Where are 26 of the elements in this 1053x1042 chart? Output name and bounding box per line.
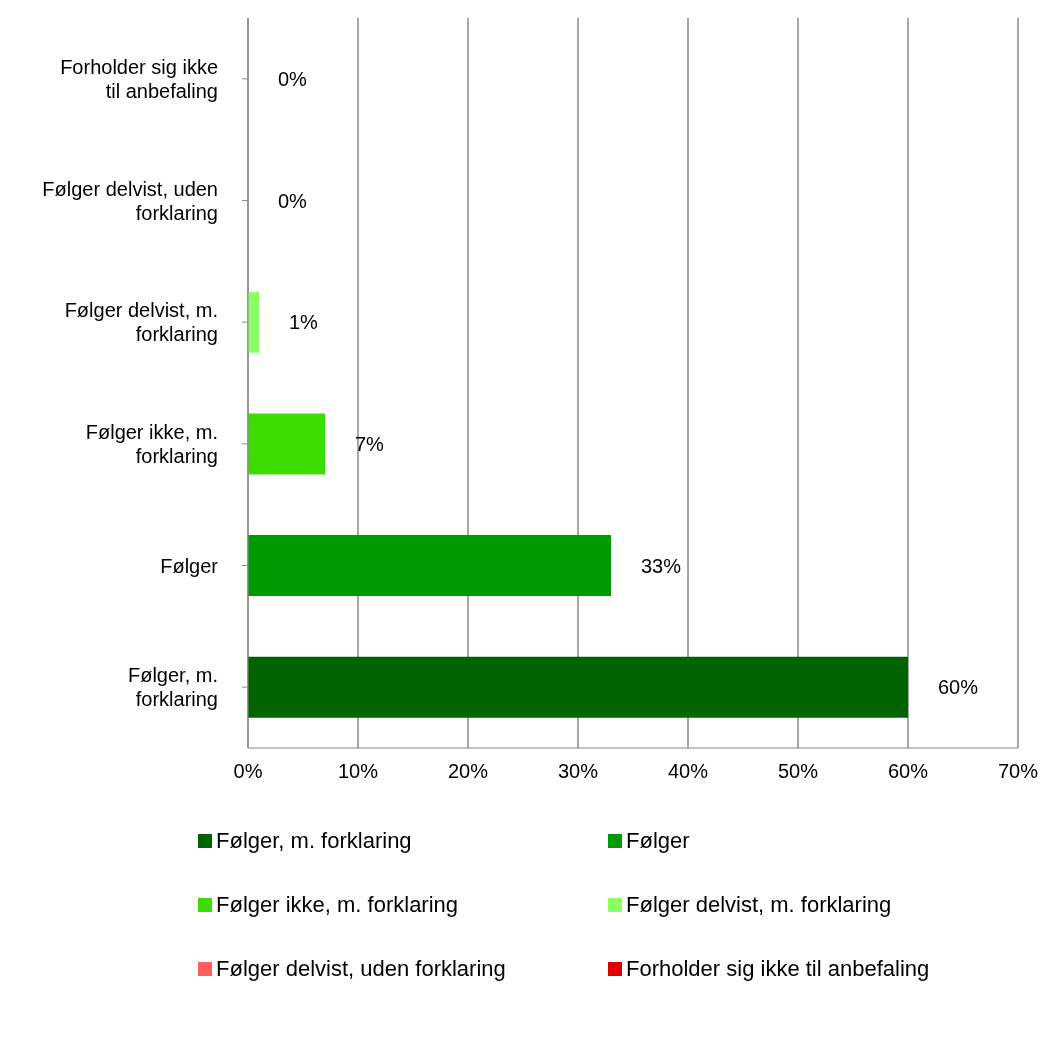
data-label: 0% <box>278 189 308 212</box>
x-tick-label: 0% <box>233 760 263 783</box>
legend-label: Følger ikke, m. forklaring <box>216 892 459 918</box>
x-tick-label: 40% <box>667 760 709 783</box>
y-tick-label: Følger <box>160 554 219 577</box>
data-label: 0% <box>278 67 308 90</box>
legend-label: Følger, m. forklaring <box>216 828 412 854</box>
y-tick-label: Følger, m. forklaring <box>127 664 218 711</box>
legend-label: Forholder sig ikke til anbefaling <box>626 956 930 982</box>
y-tick-label: Følger delvist, uden forklaring <box>42 177 218 224</box>
data-label: 7% <box>355 432 385 455</box>
x-tick-label: 10% <box>337 760 379 783</box>
y-tick-label: Følger ikke, m. forklaring <box>85 420 218 467</box>
data-label: 1% <box>289 311 319 334</box>
data-label: 33% <box>641 554 682 577</box>
y-tick-label: Følger delvist, m. forklaring <box>64 299 218 346</box>
x-tick-label: 30% <box>557 760 599 783</box>
legend-label: Følger delvist, m. forklaring <box>626 892 892 918</box>
x-tick-label: 70% <box>997 760 1039 783</box>
y-tick-label: Forholder sig ikke til anbefaling <box>60 55 218 102</box>
legend-label: Følger delvist, uden forklaring <box>216 956 506 982</box>
x-tick-label: 60% <box>887 760 929 783</box>
x-tick-label: 20% <box>447 760 489 783</box>
x-tick-label: 50% <box>777 760 819 783</box>
legend-label: Følger <box>626 828 690 854</box>
data-label: 60% <box>938 676 979 699</box>
